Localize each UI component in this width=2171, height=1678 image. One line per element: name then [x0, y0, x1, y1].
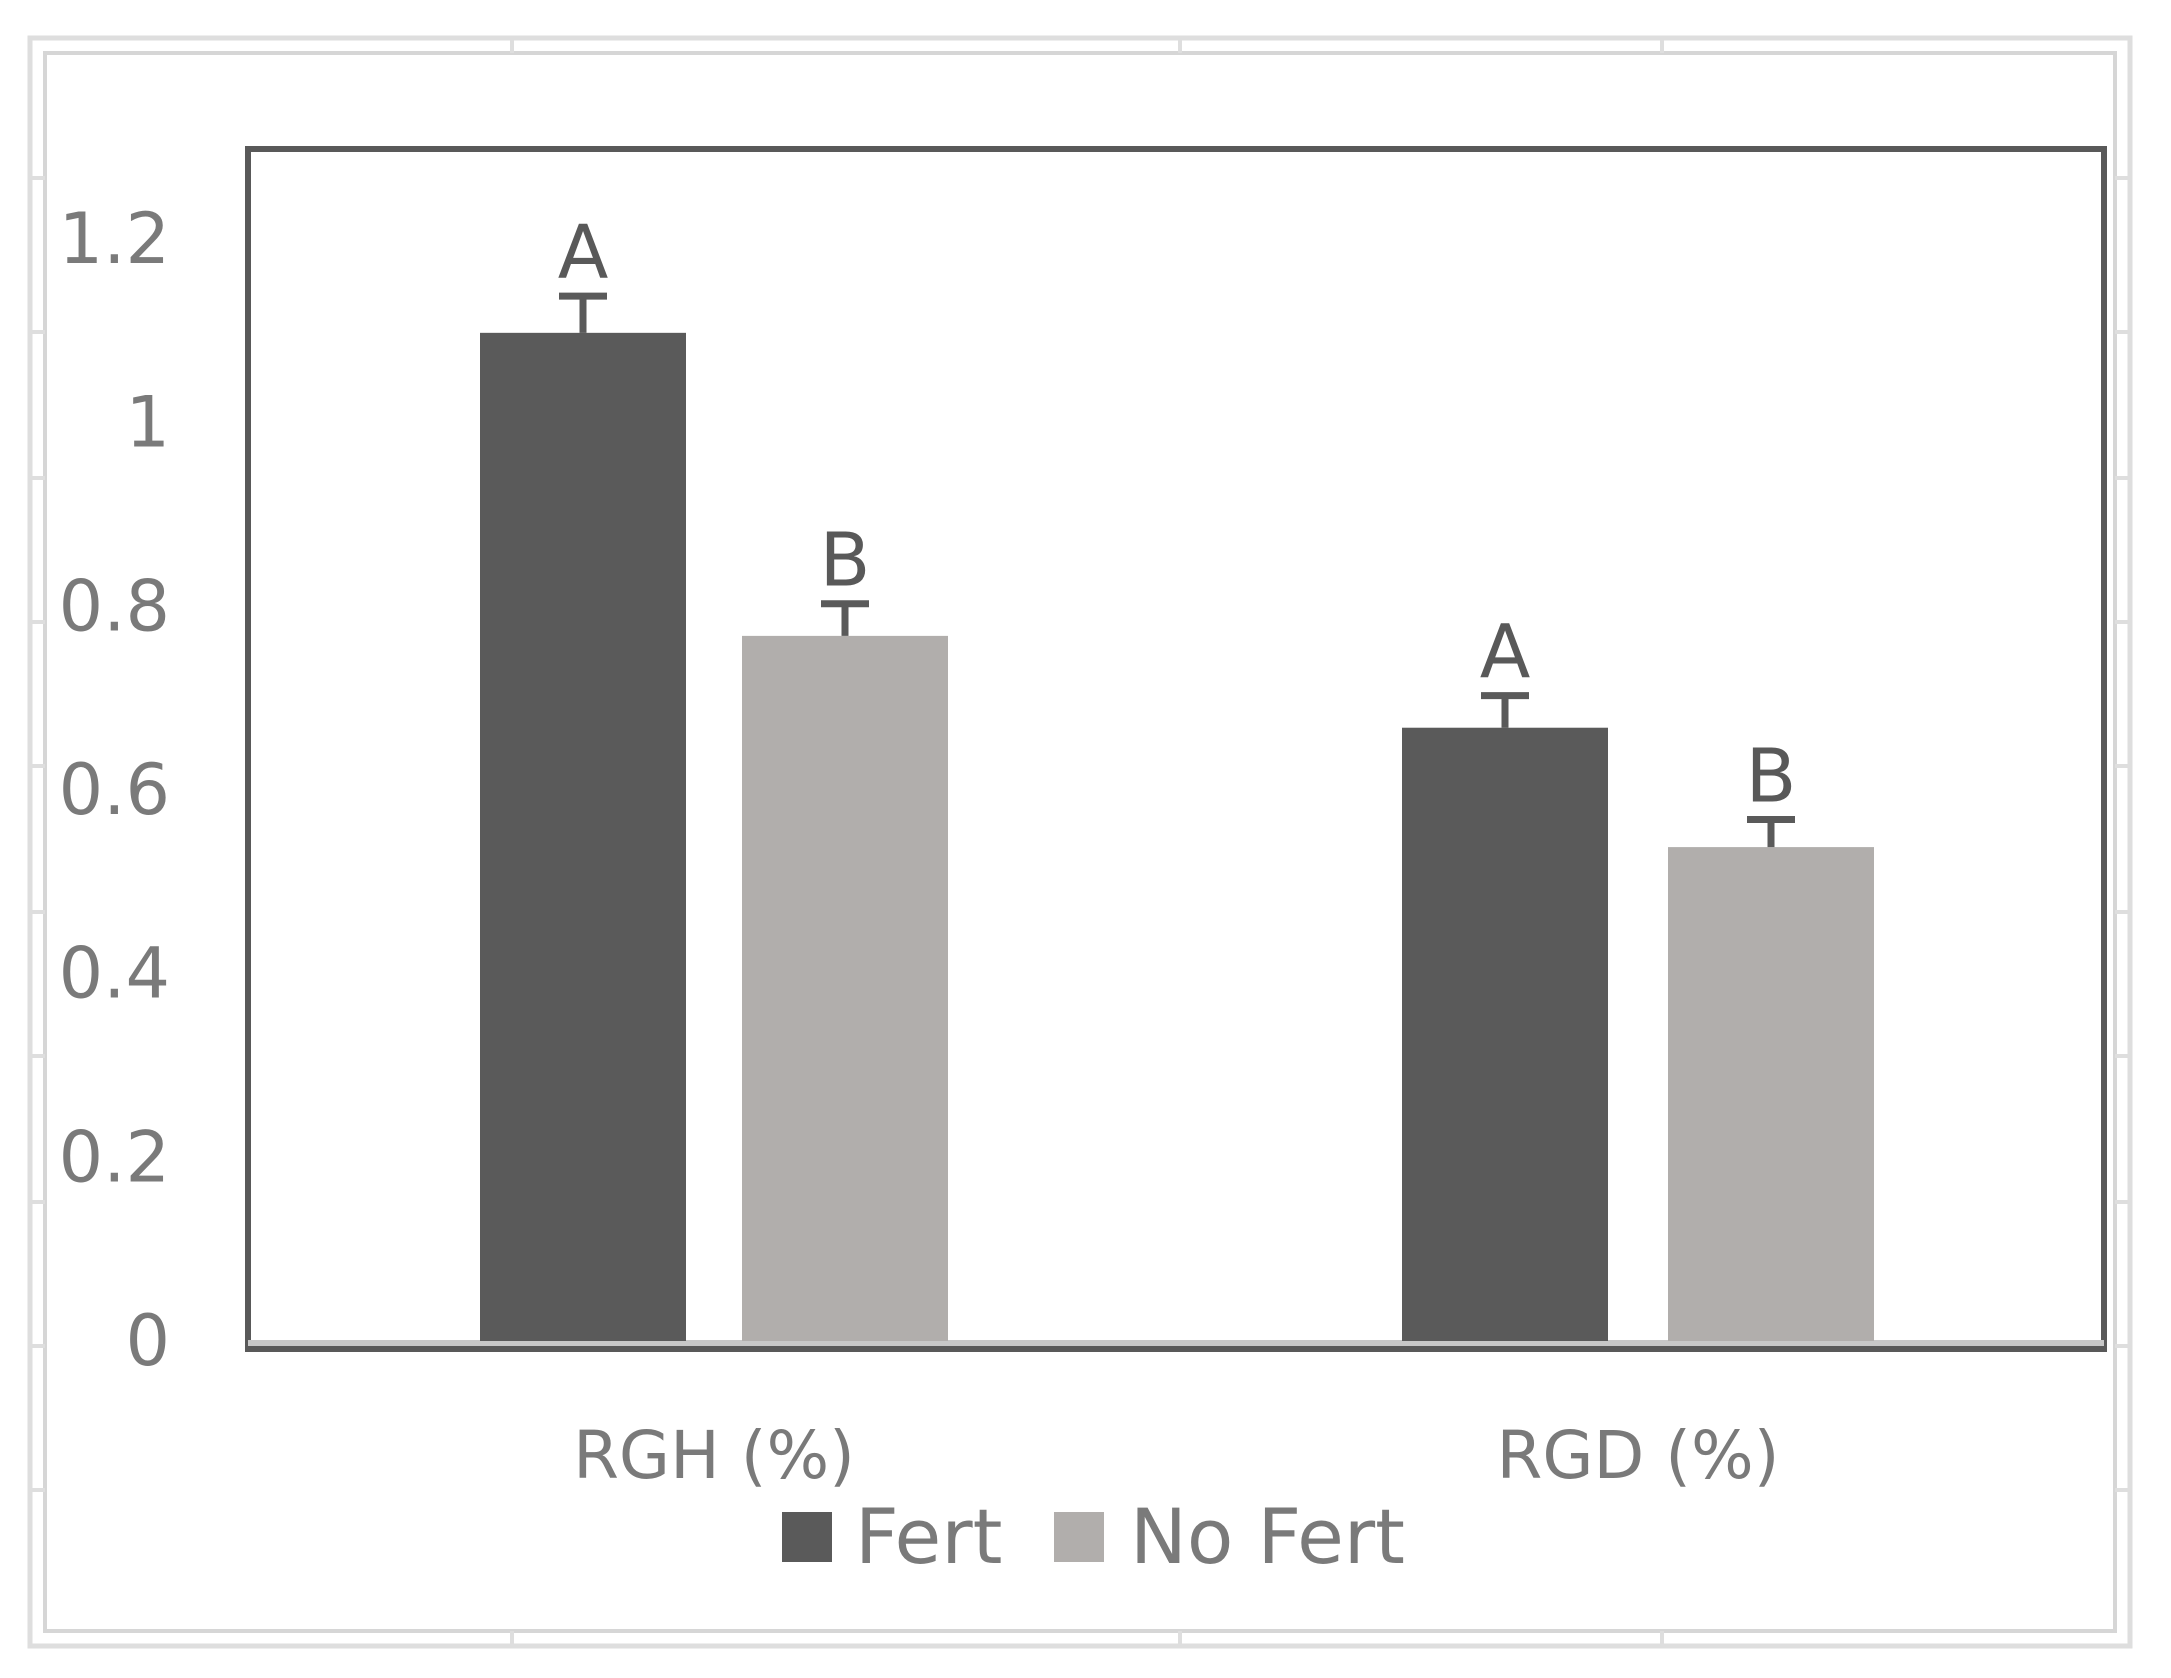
y-tick-label: 0 — [125, 1300, 170, 1382]
significance-letter: A — [1480, 610, 1531, 696]
significance-letter: A — [558, 210, 609, 296]
legend: Fert No Fert — [782, 1492, 1405, 1581]
y-tick-label: 0.4 — [59, 933, 170, 1015]
bars-group: A A B B — [480, 210, 1874, 1341]
outer-frame — [27, 35, 2133, 1649]
legend-label-1: No Fert — [1130, 1492, 1405, 1581]
bar-no-fert-1 — [1668, 847, 1874, 1341]
bar-fert-0 — [480, 332, 686, 1341]
frame-ticks — [30, 38, 2130, 1646]
y-tick-label: 0.2 — [59, 1116, 170, 1198]
significance-letter: B — [1746, 734, 1797, 820]
y-axis: 0 0.2 0.4 0.6 0.8 1 1.2 — [59, 198, 2104, 1382]
bar-fert-1 — [1402, 727, 1608, 1341]
legend-label-0: Fert — [855, 1492, 1002, 1581]
bar-no-fert-0 — [742, 635, 948, 1341]
y-tick-label: 0.8 — [59, 565, 170, 647]
outer-frame-2 — [43, 51, 2117, 1633]
y-tick-label: 1 — [125, 382, 170, 464]
legend-swatch-1 — [1054, 1512, 1104, 1562]
y-tick-label: 1.2 — [59, 198, 170, 280]
y-tick-label: 0.6 — [59, 749, 170, 831]
legend-swatch-0 — [782, 1512, 832, 1562]
significance-letter: B — [820, 518, 871, 604]
x-axis: RGH (%) RGD (%) — [573, 1417, 1779, 1494]
x-category-label: RGH (%) — [573, 1417, 855, 1494]
x-category-label: RGD (%) — [1496, 1417, 1779, 1494]
